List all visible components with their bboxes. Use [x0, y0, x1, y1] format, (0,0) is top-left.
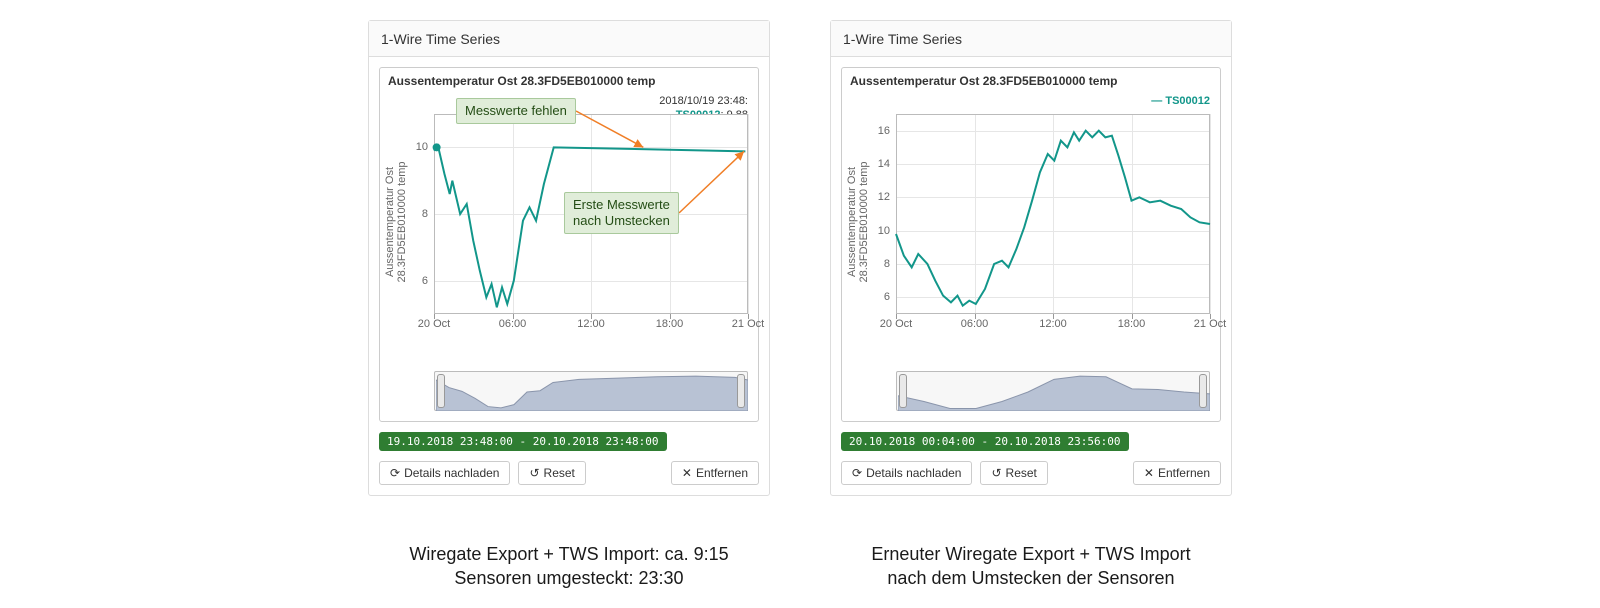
x-tick-label: 12:00 [577, 318, 605, 330]
y-axis-title: Aussentemperatur Ost28.3FD5EB010000 temp [846, 122, 870, 322]
chart-navigator[interactable] [434, 371, 748, 411]
refresh-icon: ⟳ [390, 466, 400, 480]
panels-row: 1-Wire Time Series Aussentemperatur Ost … [0, 0, 1600, 496]
button-row: ⟳Details nachladen ↺Reset ✕Entfernen [379, 461, 759, 485]
reset-button[interactable]: ↺Reset [518, 461, 585, 485]
nav-handle-left[interactable] [437, 374, 445, 408]
reload-button[interactable]: ⟳Details nachladen [841, 461, 972, 485]
button-row: ⟳Details nachladen ↺Reset ✕Entfernen [841, 461, 1221, 485]
undo-icon: ↺ [529, 466, 539, 480]
x-tick-label: 21 Oct [1194, 318, 1226, 330]
chart-container: Aussentemperatur Ost 28.3FD5EB010000 tem… [841, 67, 1221, 422]
undo-icon: ↺ [991, 466, 1001, 480]
x-tick-label: 20 Oct [880, 318, 912, 330]
y-tick-label: 6 [422, 275, 428, 287]
annotation-callout: Messwerte fehlen [456, 98, 576, 124]
panel-left: 1-Wire Time Series Aussentemperatur Ost … [368, 20, 770, 496]
remove-button[interactable]: ✕Entfernen [1133, 461, 1221, 485]
chart-title: Aussentemperatur Ost 28.3FD5EB010000 tem… [380, 68, 758, 90]
x-tick-label: 20 Oct [418, 318, 450, 330]
panel-header: 1-Wire Time Series [831, 21, 1231, 57]
panel-header: 1-Wire Time Series [369, 21, 769, 57]
reset-button[interactable]: ↺Reset [980, 461, 1047, 485]
y-tick-label: 16 [878, 125, 890, 137]
plot-background: 20 Oct06:0012:0018:0021 Oct [896, 114, 1210, 314]
x-tick-label: 06:00 [961, 318, 989, 330]
y-tick-label: 10 [416, 141, 428, 153]
nav-handle-right[interactable] [737, 374, 745, 408]
y-tick-label: 12 [878, 191, 890, 203]
y-tick-label: 6 [884, 291, 890, 303]
time-range-badge: 20.10.2018 00:04:00 - 20.10.2018 23:56:0… [841, 432, 1129, 451]
caption-left: Wiregate Export + TWS Import: ca. 9:15Se… [368, 542, 770, 590]
annotation-callout: Erste Messwertenach Umstecken [564, 192, 679, 234]
captions-row: Wiregate Export + TWS Import: ca. 9:15Se… [0, 542, 1600, 590]
remove-button[interactable]: ✕Entfernen [671, 461, 759, 485]
y-tick-label: 10 [878, 225, 890, 237]
nav-handle-left[interactable] [899, 374, 907, 408]
panel-body: Aussentemperatur Ost 28.3FD5EB010000 tem… [369, 57, 769, 495]
panel-body: Aussentemperatur Ost 28.3FD5EB010000 tem… [831, 57, 1231, 495]
panel-right: 1-Wire Time Series Aussentemperatur Ost … [830, 20, 1232, 496]
x-tick-label: 12:00 [1039, 318, 1067, 330]
chart-title: Aussentemperatur Ost 28.3FD5EB010000 tem… [842, 68, 1220, 90]
y-tick-label: 8 [422, 208, 428, 220]
refresh-icon: ⟳ [852, 466, 862, 480]
x-tick-label: 06:00 [499, 318, 527, 330]
y-tick-label: 8 [884, 258, 890, 270]
chart-container: Aussentemperatur Ost 28.3FD5EB010000 tem… [379, 67, 759, 422]
x-tick-label: 18:00 [656, 318, 684, 330]
close-icon: ✕ [1144, 466, 1154, 480]
reload-button[interactable]: ⟳Details nachladen [379, 461, 510, 485]
y-axis-title: Aussentemperatur Ost28.3FD5EB010000 temp [384, 122, 408, 322]
nav-handle-right[interactable] [1199, 374, 1207, 408]
y-tick-label: 14 [878, 158, 890, 170]
chart-navigator[interactable] [896, 371, 1210, 411]
plot-area: Aussentemperatur Ost28.3FD5EB010000 temp… [896, 94, 1210, 349]
time-range-badge: 19.10.2018 23:48:00 - 20.10.2018 23:48:0… [379, 432, 667, 451]
plot-area: Aussentemperatur Ost28.3FD5EB010000 temp… [434, 94, 748, 349]
x-tick-label: 18:00 [1118, 318, 1146, 330]
close-icon: ✕ [682, 466, 692, 480]
x-tick-label: 21 Oct [732, 318, 764, 330]
caption-right: Erneuter Wiregate Export + TWS Importnac… [830, 542, 1232, 590]
